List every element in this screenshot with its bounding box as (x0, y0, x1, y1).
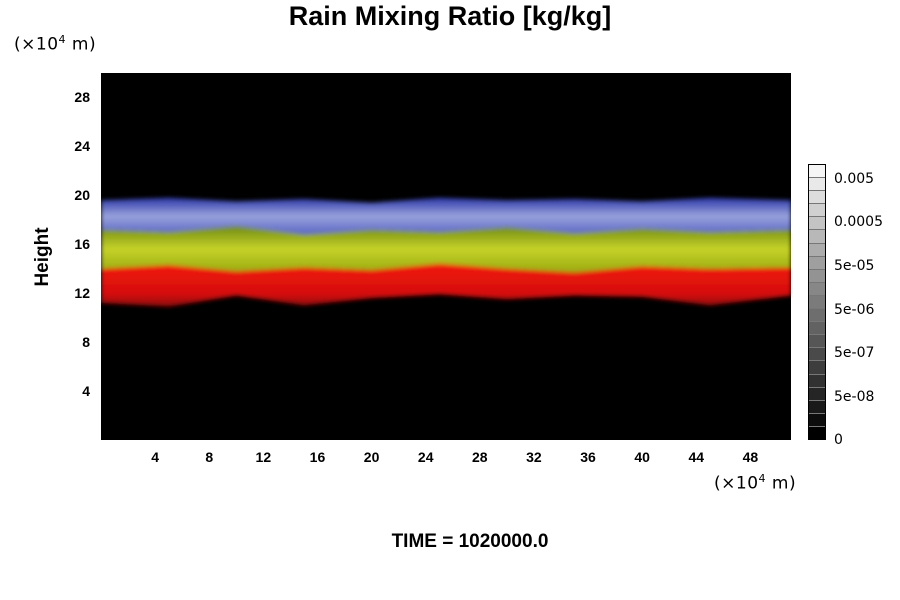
colorbar-segment (809, 361, 825, 375)
colorbar-segment (809, 256, 825, 270)
colorbar-label: 5e-06 (834, 302, 875, 319)
x-tick-label: 4 (151, 449, 160, 465)
x-tick-label: 28 (472, 449, 488, 465)
x-tick-label: 24 (417, 449, 434, 465)
x-axis-unit: (×104 m) (714, 472, 796, 494)
colorbar-segment (809, 204, 825, 218)
y-tick-label: 16 (74, 236, 90, 253)
colorbar-segment (809, 282, 825, 296)
colorbar-segment (809, 348, 825, 362)
y-unit-exponent: 4 (58, 33, 67, 46)
colorbar-segment (809, 335, 825, 349)
x-tick-label: 44 (688, 449, 705, 465)
chart-title: Rain Mixing Ratio [kg/kg] (288, 1, 612, 31)
layer-upper (101, 197, 791, 235)
x-tick-label: 16 (309, 449, 326, 465)
x-unit-tail: m) (766, 473, 797, 494)
colorbar-segment (809, 426, 825, 439)
colorbar-label: 5e-08 (834, 389, 875, 406)
x-unit-text: (×10 (714, 473, 759, 494)
colorbar-label: 0.0005 (834, 213, 883, 230)
x-tick-label: 8 (205, 449, 214, 465)
colorbar-segment (809, 413, 825, 427)
colorbar-segment (809, 165, 825, 179)
y-unit-tail: m) (66, 34, 97, 55)
colorbar-segment (809, 322, 825, 336)
layer-lower (101, 263, 791, 307)
layer-middle (101, 225, 791, 273)
x-tick-label: 20 (363, 449, 380, 465)
colorbar (808, 164, 826, 440)
y-tick-label: 20 (74, 187, 90, 204)
y-axis-unit: (×104 m) (14, 33, 96, 55)
colorbar-segment (809, 400, 825, 414)
y-tick-label: 4 (82, 383, 90, 400)
x-tick-label: 48 (742, 449, 759, 465)
x-tick-label: 36 (580, 449, 596, 465)
colorbar-label: 5e-05 (834, 258, 875, 275)
heatmap-field (101, 197, 791, 307)
colorbar-segment (809, 387, 825, 401)
x-unit-exponent: 4 (758, 472, 767, 485)
colorbar-segment (809, 309, 825, 323)
y-tick-label: 12 (74, 285, 90, 302)
y-unit-text: (×10 (14, 34, 59, 55)
x-tick-label: 40 (634, 449, 650, 465)
colorbar-segment (809, 217, 825, 231)
time-label: TIME = 1020000.0 (391, 531, 549, 552)
colorbar-segment (809, 230, 825, 244)
colorbar-segment (809, 191, 825, 205)
colorbar-label: 0 (834, 432, 843, 448)
colorbar-label: 0.005 (834, 171, 875, 188)
colorbar-label: 5e-07 (834, 345, 875, 362)
colorbar-segment (809, 178, 825, 192)
colorbar-segment (809, 295, 825, 310)
y-tick-label: 28 (74, 89, 90, 106)
x-tick-label: 32 (526, 449, 542, 465)
plot-area (101, 73, 791, 440)
colorbar-segment (809, 243, 825, 257)
colorbar-segment (809, 374, 825, 388)
colorbar-segment (809, 269, 825, 283)
x-tick-label: 12 (255, 449, 272, 465)
y-tick-label: 8 (82, 334, 90, 351)
y-tick-label: 24 (74, 138, 90, 155)
